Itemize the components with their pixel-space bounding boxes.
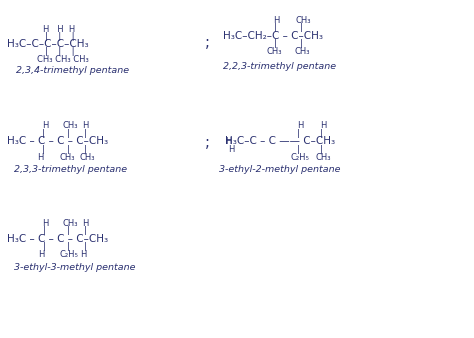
Text: CH₃: CH₃ [63, 219, 78, 228]
Text: H: H [38, 250, 44, 259]
Text: ;: ; [205, 35, 210, 50]
Text: |: | [273, 23, 276, 32]
Text: H₃C – C – C – C–CH₃: H₃C – C – C – C–CH₃ [8, 137, 109, 146]
Text: |: | [84, 226, 87, 235]
Text: |: | [42, 145, 45, 154]
Text: |: | [43, 242, 46, 251]
Text: |: | [84, 129, 87, 138]
Text: H: H [43, 219, 49, 228]
Text: 2,2,3-trimethyl pentane: 2,2,3-trimethyl pentane [223, 62, 336, 71]
Text: H: H [82, 121, 89, 130]
Text: |    |    |: | | | [45, 32, 74, 41]
Text: H: H [297, 121, 303, 130]
Text: CH₃: CH₃ [294, 47, 310, 56]
Text: |: | [300, 39, 303, 48]
Text: |: | [42, 129, 45, 138]
Text: H₃C–C – C —— C–CH₃: H₃C–C – C —— C–CH₃ [225, 137, 336, 146]
Text: C₂H₅: C₂H₅ [291, 153, 309, 162]
Text: H: H [37, 153, 43, 162]
Text: 2,3,3-trimethyl pentane: 2,3,3-trimethyl pentane [15, 165, 128, 174]
Text: H: H [228, 145, 234, 154]
Text: CH₃: CH₃ [316, 153, 331, 162]
Text: |: | [67, 129, 70, 138]
Text: C₂H₅: C₂H₅ [60, 250, 79, 259]
Text: H₃C – C – C – C–CH₃: H₃C – C – C – C–CH₃ [8, 234, 109, 244]
Text: CH₃: CH₃ [296, 16, 311, 25]
Text: H: H [273, 16, 280, 25]
Text: H: H [320, 121, 327, 130]
Text: |: | [297, 129, 300, 138]
Text: CH₃: CH₃ [266, 47, 282, 56]
Text: 3-ethyl-2-methyl pentane: 3-ethyl-2-methyl pentane [219, 165, 341, 174]
Text: H₃C–C–C–C–CH₃: H₃C–C–C–C–CH₃ [8, 39, 89, 49]
Text: CH₃: CH₃ [60, 153, 75, 162]
Text: |: | [273, 39, 276, 48]
Text: |: | [320, 129, 323, 138]
Text: CH₃: CH₃ [79, 153, 95, 162]
Text: 3-ethyl-3-methyl pentane: 3-ethyl-3-methyl pentane [15, 263, 136, 271]
Text: |    |    |: | | | [45, 47, 74, 56]
Text: H: H [42, 121, 48, 130]
Text: 2,3,4-trimethyl pentane: 2,3,4-trimethyl pentane [16, 67, 129, 75]
Text: H: H [225, 137, 232, 146]
Text: |: | [84, 242, 87, 251]
Text: H₃C–CH₂–C – C–CH₃: H₃C–CH₂–C – C–CH₃ [223, 31, 323, 41]
Text: H: H [80, 250, 86, 259]
Text: |: | [67, 226, 70, 235]
Text: |: | [84, 145, 87, 154]
Text: |: | [320, 145, 323, 154]
Text: H: H [82, 219, 89, 228]
Text: CH₃ CH₃ CH₃: CH₃ CH₃ CH₃ [37, 55, 89, 65]
Text: H   H  H: H H H [43, 25, 75, 34]
Text: |: | [43, 226, 46, 235]
Text: |: | [67, 145, 70, 154]
Text: ;: ; [205, 135, 210, 150]
Text: CH₃: CH₃ [63, 121, 78, 130]
Text: |: | [297, 145, 300, 154]
Text: |: | [67, 242, 70, 251]
Text: |: | [300, 23, 303, 32]
